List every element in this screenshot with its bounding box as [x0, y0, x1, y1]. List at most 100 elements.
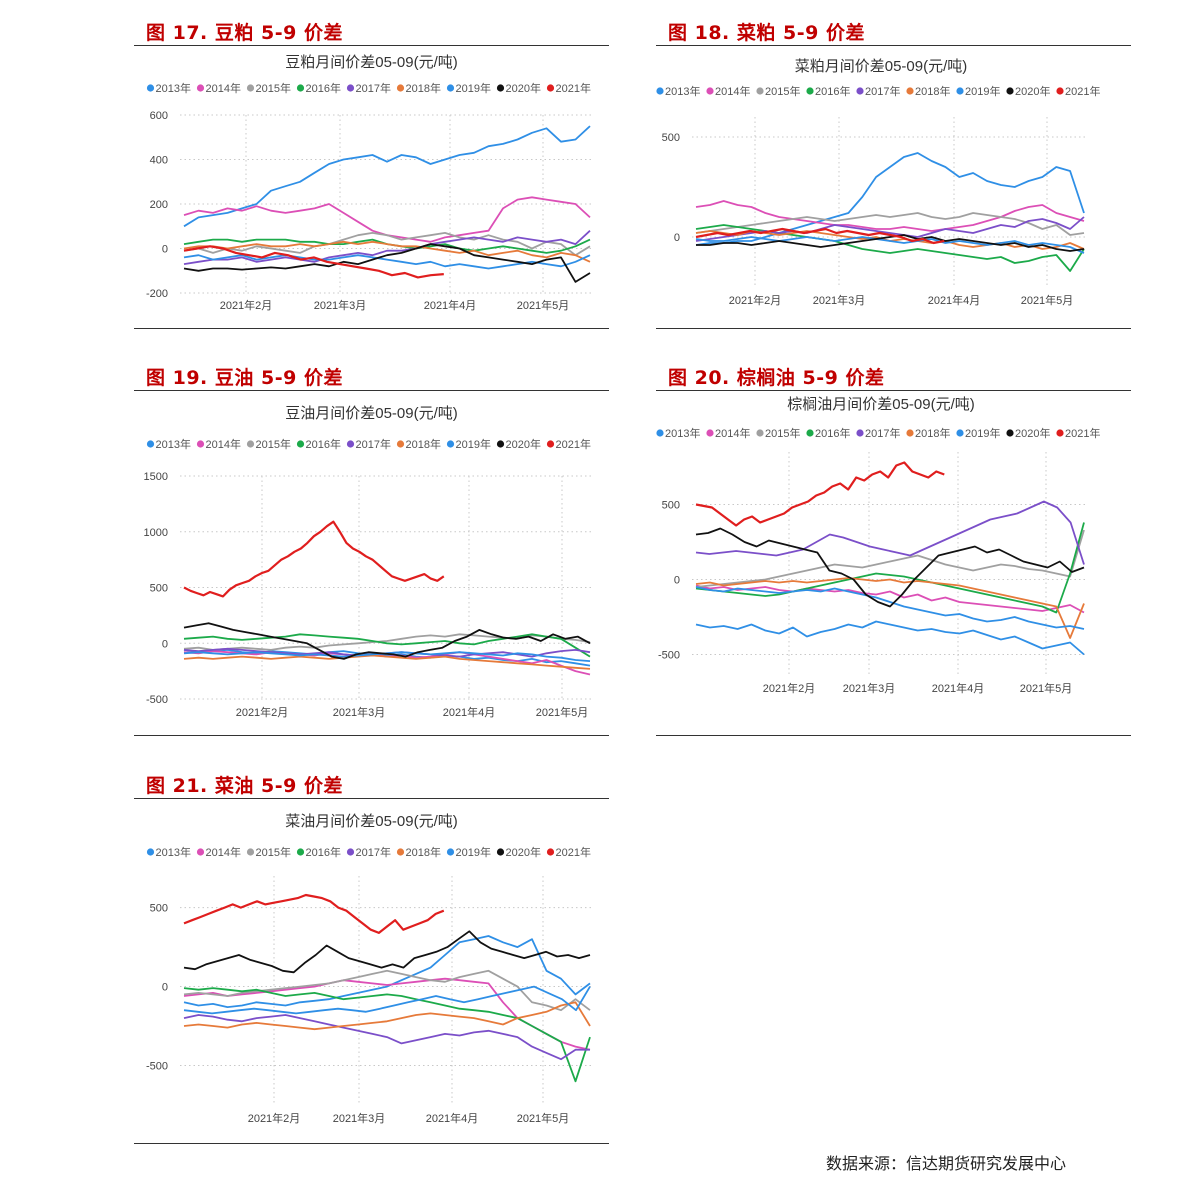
legend-marker	[756, 429, 764, 437]
legend-label: 2017年	[356, 81, 391, 95]
legend-label: 2013年	[156, 81, 191, 95]
series-line	[183, 230, 591, 265]
legend-marker	[446, 440, 455, 448]
series-line	[183, 987, 591, 1083]
figure-title: 图 17. 豆粕 5-9 价差	[146, 22, 343, 44]
legend-label: 2014年	[206, 81, 241, 95]
series-line	[695, 620, 1085, 656]
figure-21: 图 21. 菜油 5-9 价差 菜油月间价差05-09(元/吨) 2013年 201…	[134, 771, 609, 1145]
legend-marker	[706, 429, 714, 437]
legend-label: 2019年	[456, 81, 491, 95]
legend-marker	[396, 84, 405, 92]
y-tick-label: 0	[674, 232, 680, 244]
y-tick-label: 500	[662, 132, 680, 144]
series-line	[695, 227, 945, 245]
legend-marker	[196, 84, 205, 92]
series-line	[695, 236, 1085, 254]
legend-label: 2018年	[406, 81, 441, 95]
legend-item: 2021年	[546, 845, 591, 859]
top-rule	[134, 45, 609, 46]
legend-item: 2018年	[396, 845, 441, 859]
legend-marker	[146, 440, 155, 448]
legend-item: 2017年	[346, 437, 391, 451]
legend-label: 2017年	[356, 845, 391, 859]
legend-item: 2020年	[496, 845, 541, 859]
x-tick-label: 2021年2月	[220, 298, 273, 312]
legend-item: 2016年	[296, 437, 341, 451]
legend-item: 2019年	[956, 84, 1000, 98]
chart-title: 棕榈油月间价差05-09(元/吨)	[787, 396, 975, 413]
y-tick-label: -500	[146, 694, 168, 706]
legend-item: 2014年	[196, 437, 241, 451]
x-tick-label: 2021年2月	[248, 1111, 301, 1125]
bottom-rule	[134, 328, 609, 329]
legend-item: 2021年	[1056, 84, 1100, 98]
y-tick-label: 0	[162, 638, 168, 650]
legend-item: 2015年	[756, 426, 800, 440]
x-tick-label: 2021年4月	[426, 1111, 479, 1125]
legend-label: 2021年	[556, 437, 591, 451]
figure-title: 图 20. 棕榈油 5-9 价差	[668, 367, 885, 389]
figure-20: 图 20. 棕榈油 5-9 价差 棕榈油月间价差05-09(元/吨) 2013年 2…	[656, 363, 1131, 737]
x-tick-label: 2021年3月	[314, 298, 367, 312]
y-tick-label: 400	[150, 155, 168, 167]
legend-item: 2016年	[806, 426, 850, 440]
legend-marker	[1056, 429, 1064, 437]
legend-marker	[146, 84, 155, 92]
legend-marker	[196, 440, 205, 448]
series-line	[183, 1014, 590, 1061]
x-tick-label: 2021年4月	[932, 681, 985, 695]
chart-title: 菜粕月间价差05-09(元/吨)	[795, 58, 968, 75]
legend-marker	[1006, 87, 1014, 95]
series-line	[695, 500, 1085, 565]
x-tick-label: 2021年5月	[517, 1111, 570, 1125]
series-line	[183, 245, 444, 279]
y-tick-label: 500	[150, 583, 168, 595]
y-tick-label: 500	[662, 500, 680, 512]
x-tick-label: 2021年2月	[729, 293, 782, 307]
legend-label: 2016年	[306, 81, 341, 95]
legend-marker	[246, 440, 255, 448]
chart-svg: 豆油月间价差05-09(元/吨) 2013年 2014年 2015年 2016年 2017…	[144, 405, 592, 719]
x-tick-label: 2021年5月	[536, 705, 589, 719]
legend-item: 2019年	[446, 81, 491, 95]
legend-item: 2015年	[246, 437, 291, 451]
legend-item: 2021年	[1056, 426, 1100, 440]
legend-item: 2013年	[146, 81, 191, 95]
legend-label: 2018年	[915, 426, 950, 440]
y-tick-label: 1000	[144, 527, 168, 539]
series-line	[695, 577, 1085, 639]
legend-marker	[496, 440, 505, 448]
y-tick-label: 1500	[144, 471, 168, 483]
series-line	[183, 654, 591, 670]
legend-marker	[496, 84, 505, 92]
series-line	[183, 985, 591, 1015]
legend-marker	[546, 440, 555, 448]
legend-marker	[906, 87, 914, 95]
series-line	[183, 935, 591, 1009]
series-line	[183, 893, 445, 934]
y-tick-label: 500	[150, 903, 168, 915]
legend-marker	[906, 429, 914, 437]
bottom-rule	[134, 1143, 609, 1144]
x-tick-label: 2021年4月	[443, 705, 496, 719]
legend-item: 2018年	[906, 426, 950, 440]
legend-marker	[246, 848, 255, 856]
legend-item: 2015年	[246, 81, 291, 95]
y-tick-label: -500	[146, 1061, 168, 1073]
legend-item: 2013年	[146, 437, 191, 451]
y-tick-label: 0	[162, 244, 168, 256]
chart-title: 豆粕月间价差05-09(元/吨)	[285, 54, 458, 71]
y-tick-label: -500	[658, 650, 680, 662]
legend-marker	[1056, 87, 1064, 95]
legend-marker	[546, 84, 555, 92]
figure-title: 图 21. 菜油 5-9 价差	[146, 775, 343, 797]
figure-17: 图 17. 豆粕 5-9 价差 豆粕月间价差05-09(元/吨) 2013年 201…	[134, 18, 609, 330]
legend-label: 2020年	[506, 81, 541, 95]
legend-item: 2014年	[196, 845, 241, 859]
legend-label: 2015年	[256, 81, 291, 95]
figure-19: 图 19. 豆油 5-9 价差 豆油月间价差05-09(元/吨) 2013年 201…	[134, 363, 609, 737]
chart-title: 菜油月间价差05-09(元/吨)	[285, 813, 458, 830]
series-line	[183, 1001, 591, 1031]
top-rule	[134, 390, 609, 391]
